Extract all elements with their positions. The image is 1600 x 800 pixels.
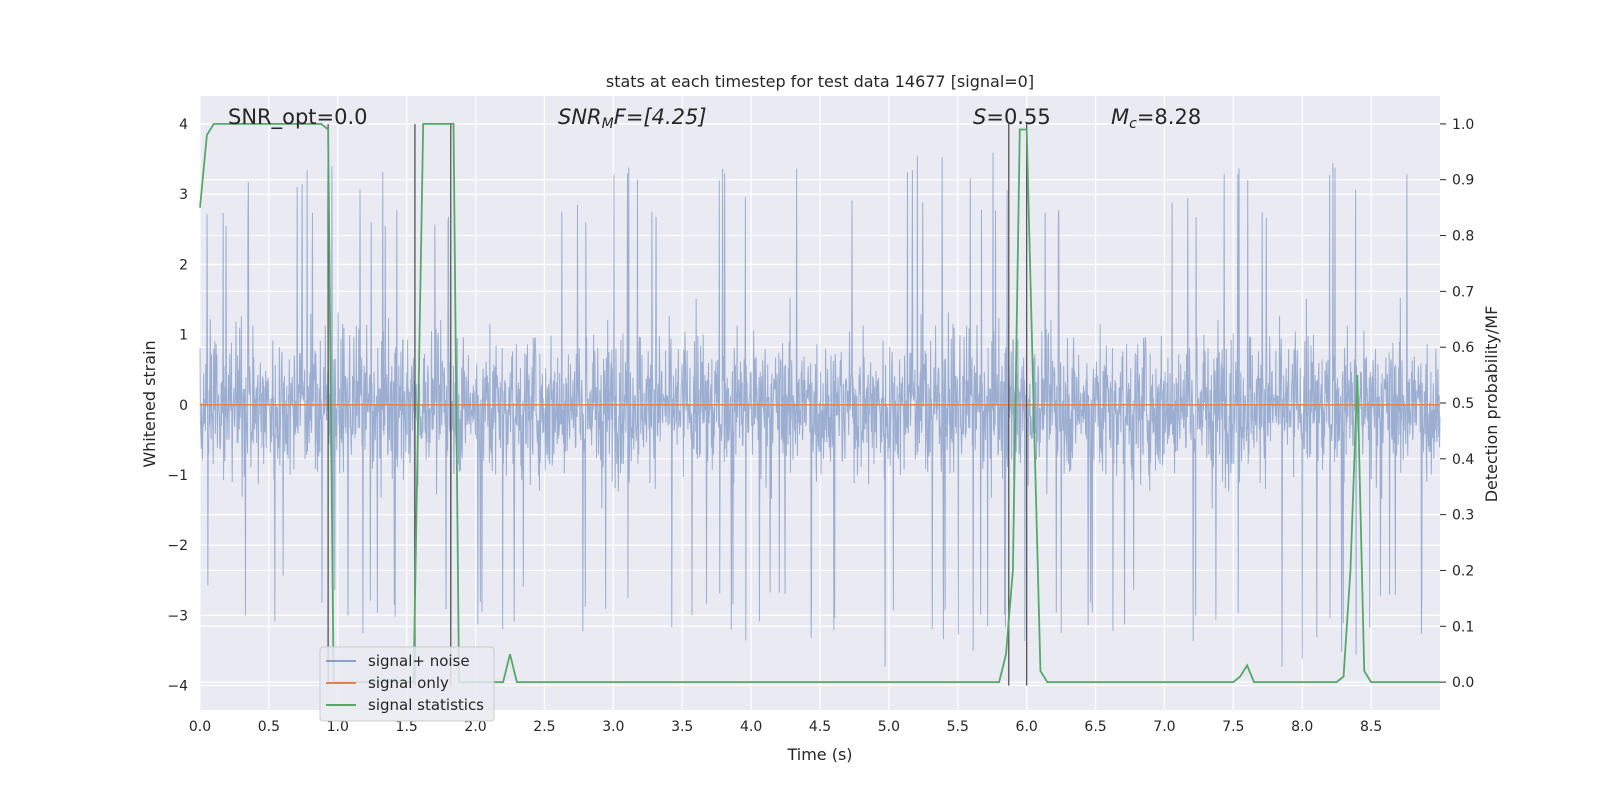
y-axis-ticks: −4 −3 −2 −1 0 1 2 3 4 [167, 117, 188, 694]
legend-box [319, 646, 495, 722]
x-tick-label: 5.5 [947, 719, 969, 735]
y-right-tick-label: 0.0 [1452, 675, 1474, 691]
annotation-mc-sub: c [1129, 116, 1137, 132]
legend-label-signal-statistics: signal statistics [368, 696, 484, 714]
y-right-axis-label: Detection probability/MF [1482, 306, 1501, 503]
legend-label-signal-noise: signal+ noise [368, 652, 470, 670]
annotation-mc-main: M [1111, 105, 1129, 129]
x-tick-label: 5.0 [878, 719, 900, 735]
x-tick-label: 3.5 [671, 719, 693, 735]
y-tick-label: −4 [167, 678, 188, 694]
legend: signal+ noise signal only signal statist… [319, 646, 495, 722]
y-right-tick-label: 0.7 [1452, 284, 1474, 300]
y-right-tick-label: 0.3 [1452, 508, 1474, 524]
annotation-s: S=0.55 [973, 105, 1051, 129]
y-right-tick-label: 0.6 [1452, 340, 1474, 356]
x-tick-label: 6.0 [1016, 719, 1038, 735]
x-tick-label: 4.0 [740, 719, 762, 735]
y-right-axis-ticks: 0.0 0.1 0.2 0.3 0.4 0.5 0.6 0.7 0.8 0.9 1.0 [1440, 117, 1474, 691]
y-tick-label: 4 [179, 117, 188, 133]
x-tick-label: 0.5 [258, 719, 280, 735]
x-axis-ticks: 0.0 0.5 1.0 1.5 2.0 2.5 3.0 3.5 4.0 4.5 5.0 5.5 6.0 6… [189, 719, 1382, 735]
x-tick-label: 7.5 [1222, 719, 1244, 735]
y-tick-label: 2 [179, 257, 188, 273]
annotation-mc-tail: =8.28 [1137, 105, 1201, 129]
annotation-s-main: S [973, 105, 986, 129]
x-tick-label: 4.5 [809, 719, 831, 735]
y-tick-label: 1 [179, 328, 188, 344]
annotation-snr-opt: SNR_opt=0.0 [228, 105, 368, 130]
y-right-tick-label: 0.2 [1452, 563, 1474, 579]
y-right-tick-label: 1.0 [1452, 117, 1474, 133]
x-tick-label: 0.0 [189, 719, 211, 735]
signal-statistics-series [199, 123, 1440, 683]
y-right-tick-label: 0.1 [1452, 619, 1474, 635]
y-right-tick-label: 0.5 [1452, 396, 1474, 412]
x-tick-label: 7.0 [1153, 719, 1175, 735]
y-tick-label: −1 [167, 468, 188, 484]
y-tick-label: −2 [167, 538, 188, 554]
annotation-snr-mf-main: SNR [558, 105, 602, 129]
annotation-snr-mf-tail: F=[4.25] [614, 105, 707, 129]
signal-noise-series [199, 152, 1441, 667]
y-right-tick-label: 0.9 [1452, 173, 1474, 189]
y-axis-label: Whitened strain [140, 340, 159, 467]
x-tick-label: 8.5 [1360, 719, 1382, 735]
x-tick-label: 6.5 [1084, 719, 1106, 735]
x-tick-label: 8.0 [1291, 719, 1313, 735]
y-tick-label: 3 [179, 187, 188, 203]
x-axis-label: Time (s) [786, 745, 852, 764]
x-tick-label: 1.5 [396, 719, 418, 735]
signal-statistics-line [199, 123, 1440, 683]
x-tick-label: 3.0 [602, 719, 624, 735]
x-tick-label: 1.0 [327, 719, 349, 735]
annotation-snr-mf: SNRMF=[4.25] [558, 105, 707, 132]
annotation-snr-mf-sub: M [602, 116, 614, 132]
chart-title: stats at each timestep for test data 146… [606, 72, 1034, 91]
annotation-s-tail: =0.55 [986, 105, 1050, 129]
annotation-mc: Mc=8.28 [1111, 105, 1201, 132]
y-right-tick-label: 0.8 [1452, 229, 1474, 245]
y-tick-label: 0 [179, 398, 188, 414]
signal-noise-line [199, 152, 1441, 667]
legend-label-signal-only: signal only [368, 674, 449, 692]
x-tick-label: 2.5 [533, 719, 555, 735]
y-right-tick-label: 0.4 [1452, 452, 1474, 468]
y-tick-label: −3 [167, 608, 188, 624]
x-tick-label: 2.0 [464, 719, 486, 735]
